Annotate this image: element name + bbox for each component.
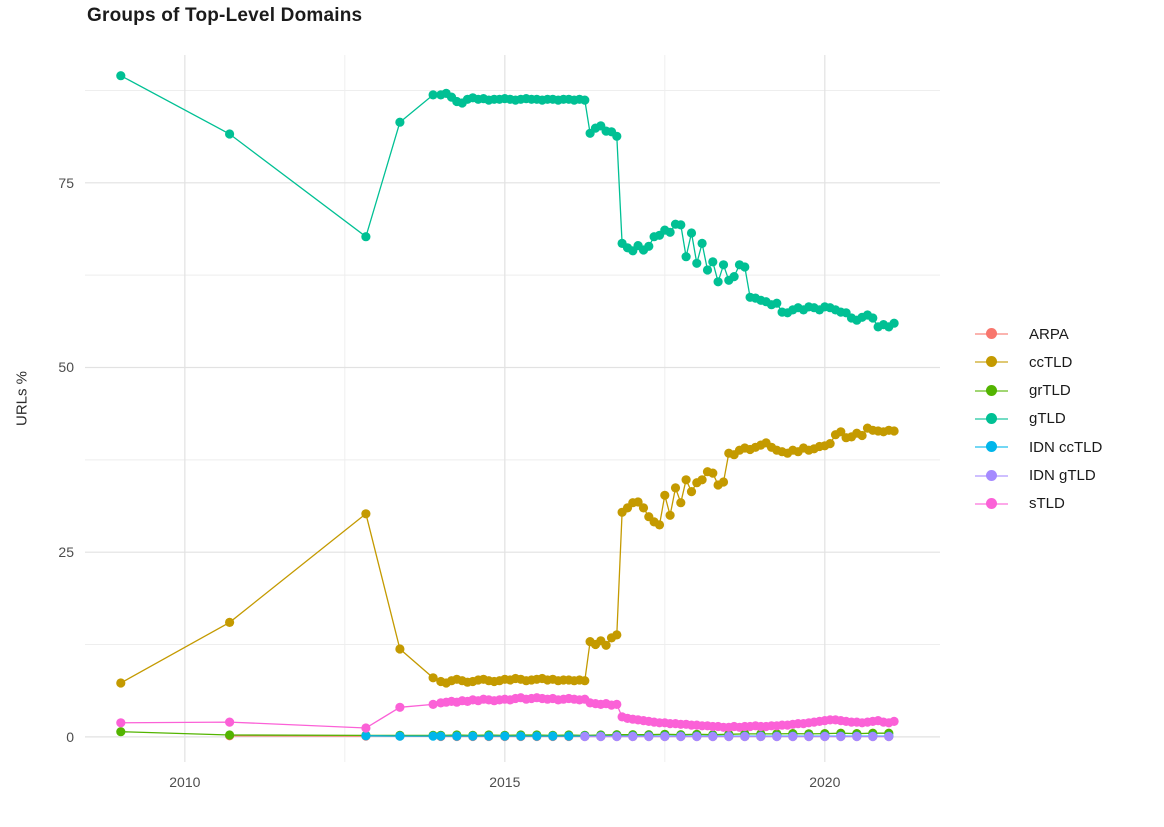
x-tick-label: 2020: [809, 774, 841, 790]
chart-title: Groups of Top-Level Domains: [87, 5, 363, 26]
y-tick-label: 0: [66, 728, 74, 745]
x-tick-label: 2010: [169, 774, 201, 790]
legend-label: gTLD: [1029, 410, 1066, 428]
legend-swatch-icon: [975, 469, 1008, 482]
series-stld: [116, 693, 899, 733]
legend-swatch-icon: [975, 412, 1008, 425]
y-tick-label: 25: [58, 544, 74, 561]
legend-label: ARPA: [1029, 325, 1069, 343]
legend-item-stld: sTLD: [975, 494, 1065, 514]
legend-item-arpa: ARPA: [975, 324, 1069, 344]
legend-item-gtld: gTLD: [975, 409, 1066, 429]
legend-item-cctld: ccTLD: [975, 352, 1072, 372]
legend-label: ccTLD: [1029, 353, 1073, 371]
series-gtld: [116, 71, 899, 332]
legend-label: grTLD: [1029, 382, 1071, 400]
legend-label: IDN ccTLD: [1029, 438, 1103, 456]
legend-label: IDN gTLD: [1029, 467, 1096, 484]
legend-swatch-icon: [975, 441, 1008, 453]
y-tick-label: 75: [58, 174, 74, 191]
x-tick-label: 2015: [489, 774, 521, 790]
series-idn-gtld: [580, 731, 894, 742]
legend-swatch-icon: [975, 497, 1008, 510]
legend-swatch-icon: [975, 328, 1008, 340]
legend-swatch-icon: [975, 384, 1008, 397]
gridlines: [85, 55, 940, 762]
legend-swatch-icon: [975, 356, 1008, 368]
legend-label: sTLD: [1029, 495, 1065, 513]
series-cctld: [116, 423, 899, 688]
legend-item-grtld: grTLD: [975, 381, 1071, 401]
legend-item-idn-gtld: IDN gTLD: [975, 466, 1096, 486]
y-tick-label: 50: [58, 359, 74, 376]
legend-item-idn-cctld: IDN ccTLD: [975, 437, 1102, 457]
